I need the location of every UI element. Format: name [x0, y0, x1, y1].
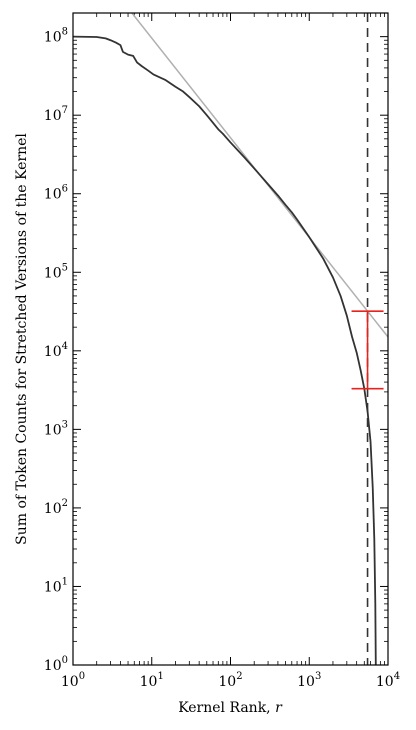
y-tick-label: 104 [44, 341, 68, 360]
series-line-rank-curve [73, 35, 377, 665]
x-axis-label: Kernel Rank, r [178, 700, 283, 716]
y-tick-label: 106 [44, 184, 68, 203]
y-tick-label: 103 [44, 419, 68, 438]
y-axis-ticks: 100 101 102 103 104 105 106 107 108 [44, 12, 388, 674]
plot-background [73, 13, 388, 665]
series-layer [73, 13, 388, 665]
y-tick-label: 107 [44, 105, 68, 124]
y-tick-label: 101 [44, 576, 68, 595]
y-tick-label: 100 [44, 655, 68, 674]
y-tick-label: 105 [44, 262, 68, 281]
x-tick-label: 101 [140, 671, 164, 690]
x-tick-label: 104 [376, 671, 400, 690]
annotation-layer [351, 13, 384, 665]
x-axis-ticks: 100 101 102 103 104 [61, 13, 400, 690]
y-tick-label: 108 [44, 27, 68, 46]
y-tick-label: 102 [44, 498, 68, 517]
y-axis-label: Sum of Token Counts for Stretched Versio… [14, 133, 30, 545]
plot-frame [72, 12, 389, 666]
x-tick-label: 100 [61, 671, 85, 690]
x-tick-label: 102 [218, 671, 242, 690]
x-tick-label: 103 [297, 671, 321, 690]
